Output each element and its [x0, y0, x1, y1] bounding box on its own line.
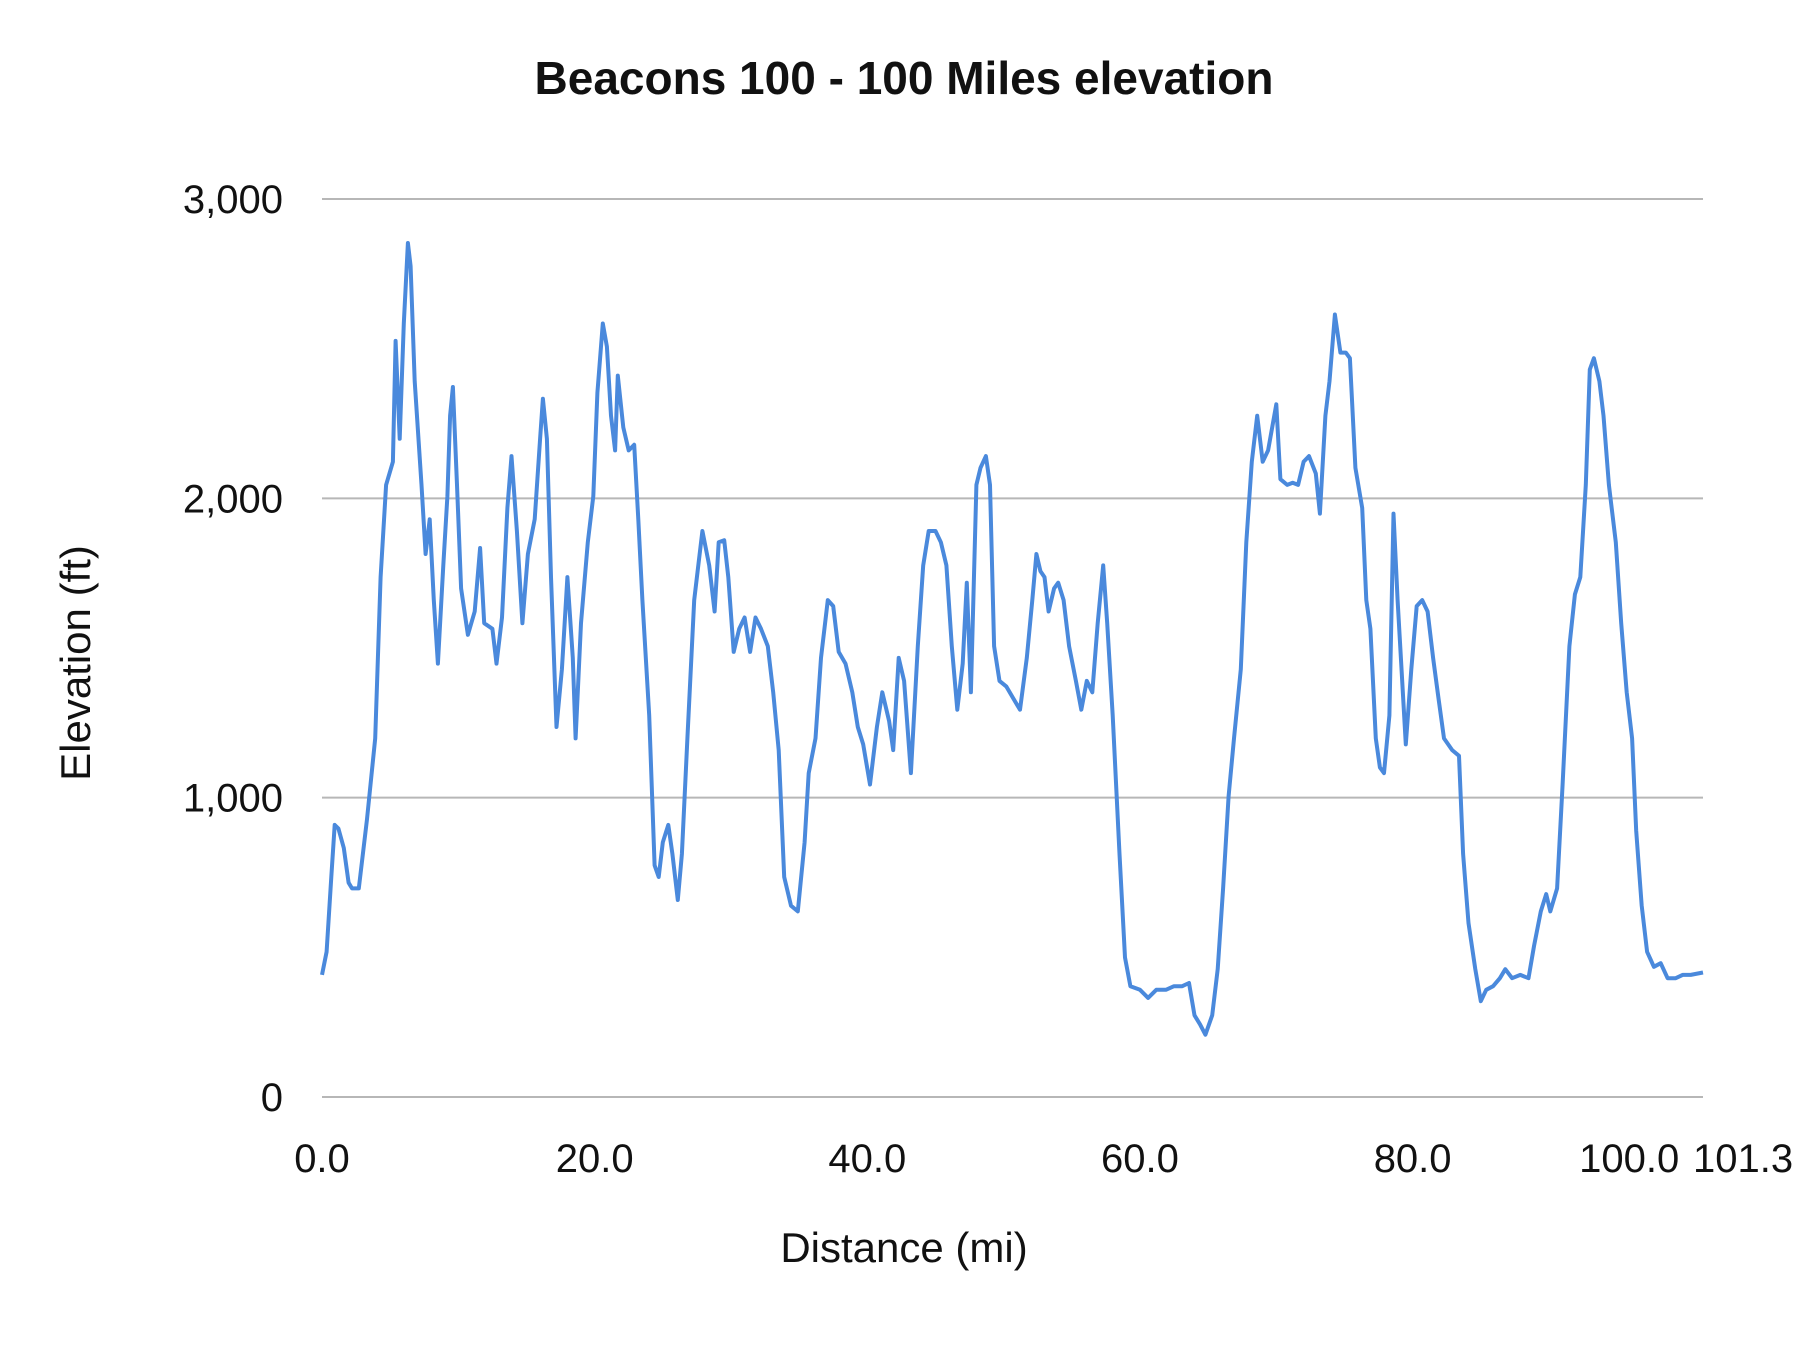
- x-tick-label: 100.0: [1579, 1137, 1679, 1181]
- y-tick-label: 2,000: [183, 477, 283, 521]
- x-tick-label: 80.0: [1374, 1137, 1452, 1181]
- x-axis-label: Distance (mi): [780, 1224, 1027, 1271]
- x-tick-label: 0.0: [294, 1137, 350, 1181]
- y-tick-label: 1,000: [183, 777, 283, 821]
- x-tick-label: 20.0: [556, 1137, 634, 1181]
- elevation-series-line: [320, 241, 1704, 1037]
- y-tick-label: 0: [261, 1076, 283, 1120]
- x-tick-label: 40.0: [828, 1137, 906, 1181]
- y-axis-ticks: 0 1,000 2,000 3,000: [183, 178, 283, 1120]
- x-tick-label: 60.0: [1101, 1137, 1179, 1181]
- chart-title: Beacons 100 - 100 Miles elevation: [535, 52, 1274, 104]
- y-axis-label: Elevation (ft): [52, 545, 99, 781]
- gridlines: [322, 198, 1703, 1098]
- x-tick-label: 101.3: [1693, 1137, 1793, 1181]
- y-tick-label: 3,000: [183, 178, 283, 222]
- x-axis-ticks: 0.0 20.0 40.0 60.0 80.0 100.0 101.3: [294, 1137, 1793, 1181]
